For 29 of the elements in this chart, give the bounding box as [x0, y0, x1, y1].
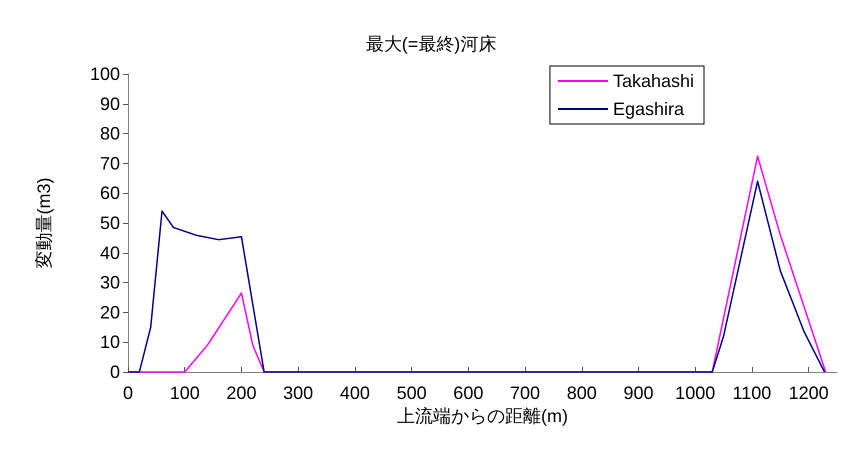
x-tick-label: 900 — [623, 383, 654, 403]
y-tick-label: 80 — [100, 124, 120, 144]
y-tick-label: 70 — [100, 153, 120, 174]
y-tick-label: 30 — [100, 272, 120, 293]
x-tick-label: 200 — [226, 383, 256, 403]
y-tick-label: 50 — [100, 213, 120, 233]
x-tick-label: 1200 — [788, 383, 829, 403]
x-tick-label: 100 — [170, 383, 200, 403]
y-tick-label: 100 — [90, 64, 120, 84]
legend-label: Egashira — [612, 99, 685, 119]
x-tick-label: 700 — [510, 383, 540, 403]
x-tick-label: 1100 — [732, 383, 772, 403]
x-tick-label: 0 — [122, 383, 134, 403]
y-tick-label: 10 — [100, 332, 120, 352]
y-tick-label: 90 — [100, 94, 120, 114]
x-tick-label: 400 — [340, 383, 370, 403]
y-axis-title: 変動量(m3) — [34, 178, 54, 268]
x-tick-label: 800 — [566, 383, 597, 403]
x-tick-label: 600 — [453, 383, 484, 403]
y-tick-label: 20 — [100, 302, 120, 322]
chart-title: 最大(=最終)河床 — [366, 34, 496, 54]
y-tick-label: 60 — [100, 183, 120, 204]
x-tick-label: 500 — [396, 383, 427, 403]
legend-label: Takahashi — [612, 71, 694, 91]
y-tick-label: 0 — [110, 362, 120, 382]
y-tick-label: 40 — [100, 242, 120, 263]
x-tick-label: 1000 — [675, 383, 716, 403]
x-axis-title: 上流端からの距離(m) — [397, 406, 568, 426]
x-tick-label: 300 — [283, 383, 314, 403]
